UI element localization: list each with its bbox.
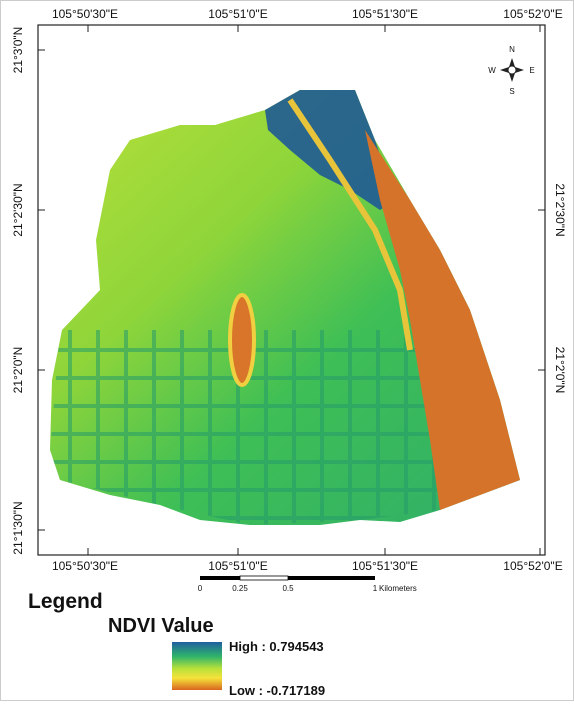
top-label: 105°52'0"E [503,7,562,21]
right-label: 21°2'30"N [553,183,567,236]
legend-high: High : 0.794543 [229,639,324,654]
left-label: 21°2'0"N [11,347,25,394]
river-vegetation [265,90,395,210]
scale-label: 1 [373,584,378,593]
bottom-label: 105°50'30"E [52,559,118,573]
top-label: 105°51'30"E [352,7,418,21]
bottom-labels: 105°50'30"E 105°51'0"E 105°51'30"E 105°5… [52,559,563,573]
compass-s: S [509,87,514,96]
legend-gradient [172,642,222,690]
levee-line [287,98,413,351]
compass-n: N [509,45,515,54]
legend-low: Low : -0.717189 [229,683,325,698]
graticule-ticks [38,25,545,555]
legend-subtitle: NDVI Value [108,615,214,637]
legend: Legend NDVI Value High : 0.794543 Low : … [28,590,325,698]
top-label: 105°51'0"E [208,7,267,21]
legend-title: Legend [28,590,103,613]
map-frame [37,24,546,556]
scale-label: 0.25 [232,584,248,593]
left-label: 21°2'30"N [11,183,25,236]
scale-unit: Kilometers [379,584,417,593]
pond [228,293,256,387]
compass-e: E [529,66,534,75]
left-label: 21°1'30"N [11,501,25,554]
ndvi-raster [50,90,520,525]
bottom-label: 105°52'0"E [503,559,562,573]
top-labels: 105°50'30"E 105°51'0"E 105°51'30"E 105°5… [52,7,563,21]
top-label: 105°50'30"E [52,7,118,21]
left-label: 21°3'0"N [11,27,25,74]
left-labels: 21°3'0"N 21°2'30"N 21°2'0"N 21°1'30"N [11,27,25,555]
bottom-label: 105°51'0"E [208,559,267,573]
compass-w: W [488,66,496,75]
river-area [365,130,520,510]
compass: N S E W [488,45,534,96]
right-label: 21°2'0"N [553,347,567,394]
scale-bar: 0 0.25 0.5 1 Kilometers [198,575,417,593]
scale-label: 0.5 [282,584,294,593]
bottom-label: 105°51'30"E [352,559,418,573]
scale-label: 0 [198,584,203,593]
right-labels: 21°2'30"N 21°2'0"N [553,183,567,393]
field-pattern [50,330,440,525]
